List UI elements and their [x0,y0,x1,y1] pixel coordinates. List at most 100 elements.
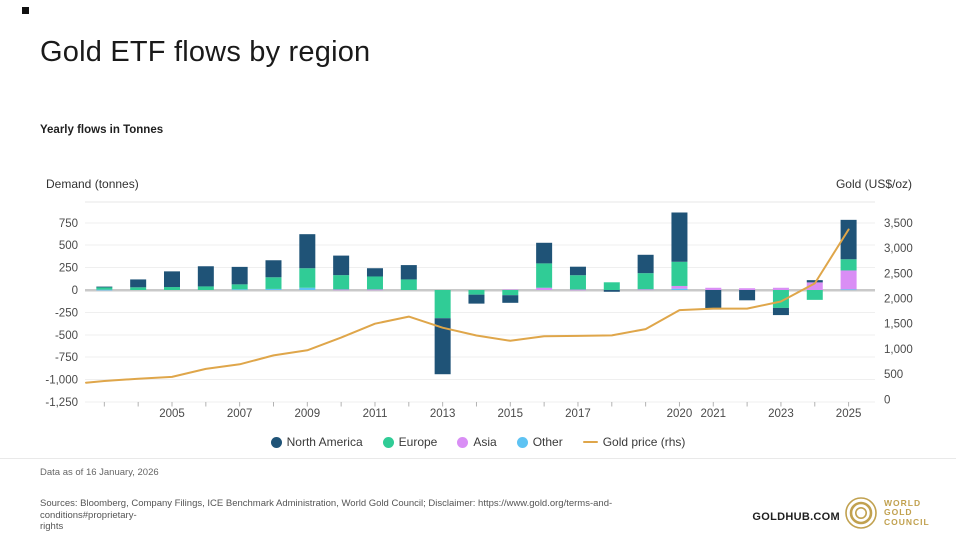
svg-text:500: 500 [59,240,78,252]
svg-text:2009: 2009 [295,408,321,420]
bar-segment-asia-2015 [502,289,519,291]
bar-segment-asia-2020 [671,285,688,289]
bar-segment-north-america-2015 [502,295,519,303]
bar-segment-asia-2017 [569,289,586,291]
legend-label: North America [286,435,363,449]
bar-segment-north-america-2022 [739,290,756,301]
bar-segment-north-america-2018 [603,290,620,292]
bar-segment-europe-2006 [197,286,214,290]
legend-item-gold-price: Gold price (rhs) [582,435,686,449]
bar-segment-north-america-2007 [231,266,248,285]
page-title: Gold ETF flows by region [40,36,371,68]
bar-segment-north-america-2025 [840,219,857,260]
bar-segment-europe-2011 [366,276,383,290]
svg-text:-750: -750 [55,352,78,364]
legend-dot-icon [457,436,469,448]
bar-segment-north-america-2016 [536,242,553,264]
bar-segment-north-america-2009 [299,234,316,269]
sources-text: Sources: Bloomberg, Company Filings, ICE… [40,498,700,533]
svg-text:-250: -250 [55,307,78,319]
bar-segment-north-america-2004 [130,279,147,288]
bar-segment-other-2009 [299,287,316,290]
bar-segment-europe-2023 [772,290,789,308]
goldhub-label: GOLDHUB.COM [752,511,840,523]
legend-label: Gold price (rhs) [602,435,686,449]
svg-text:1,500: 1,500 [884,319,913,331]
bar-segment-other-2025 [840,289,857,291]
bar-segment-north-america-2020 [671,212,688,262]
legend-label: Europe [398,435,438,449]
bar-segment-europe-2025 [840,259,857,271]
bar-segment-asia-2024 [806,282,823,290]
svg-text:2023: 2023 [768,408,794,420]
bar-segment-north-america-2013 [434,318,451,375]
bar-segment-north-america-2024 [806,280,823,283]
bar-segment-europe-2013 [434,290,451,319]
bar-segment-europe-2018 [603,282,620,290]
svg-text:0: 0 [72,285,78,297]
bar-segment-europe-2014 [468,290,485,295]
bar-segment-asia-2019 [637,289,654,291]
bar-segment-europe-2005 [164,287,180,290]
legend-dot-icon [270,436,282,448]
bar-segment-north-america-2014 [468,294,485,304]
data-as-of-note: Data as of 16 January, 2026 [40,467,159,478]
svg-text:2,500: 2,500 [884,268,913,280]
bar-segment-north-america-2003 [96,286,113,288]
bar-segment-other-2020 [671,288,688,290]
bar-segment-other-2008 [265,288,282,290]
svg-text:2021: 2021 [700,408,726,420]
wgc-wordmark: WORLD GOLD COUNCIL [884,497,930,527]
svg-text:0: 0 [884,394,890,406]
bar-segment-north-america-2019 [637,254,654,274]
bar-segment-asia-2023 [772,287,789,290]
bar-segment-north-america-2017 [569,266,586,276]
chart-legend: North America Europe Asia Other Gold price (… [0,435,956,449]
bar-segment-europe-2015 [502,290,519,296]
bar-segment-north-america-2005 [164,271,180,288]
wgc-rings-icon [845,497,877,529]
legend-dot-icon [516,436,528,448]
bar-segment-asia-2021 [705,287,722,290]
legend-line-icon [582,440,598,444]
etf-flows-chart: 750 500 250 0 -250 -500 -750 -1,000 -1,250 3,500 3… [45,201,913,420]
bar-segment-europe-2004 [130,287,147,290]
bar-segment-other-2007 [231,289,248,291]
bar-segment-europe-2019 [637,273,654,290]
bar-segment-north-america-2021 [705,290,722,310]
svg-text:-1,250: -1,250 [45,397,78,409]
legend-item-other: Other [516,435,563,449]
bar-segment-europe-2010 [333,275,350,290]
svg-text:2007: 2007 [227,408,253,420]
bar-segment-asia-2011 [366,289,383,291]
svg-text:2017: 2017 [565,408,591,420]
svg-text:750: 750 [59,218,78,230]
bar-segment-europe-2007 [231,284,248,290]
bar-segment-asia-2022 [739,288,756,290]
gold-price-line [85,228,850,384]
bar-segment-north-america-2023 [772,307,789,316]
left-axis-title: Demand (tonnes) [46,177,139,191]
bar-segment-asia-2010 [333,289,350,291]
svg-text:2015: 2015 [498,408,524,420]
svg-text:2011: 2011 [363,408,388,420]
svg-text:2,000: 2,000 [884,294,913,306]
svg-text:-1,000: -1,000 [45,375,78,387]
bar-segment-north-america-2008 [265,260,282,278]
svg-text:2020: 2020 [667,408,693,420]
legend-label: Asia [473,435,497,449]
legend-item-europe: Europe [382,435,438,449]
svg-text:2005: 2005 [159,408,185,420]
svg-text:3,000: 3,000 [884,243,913,255]
svg-text:250: 250 [59,263,78,275]
bar-segment-asia-2016 [536,287,553,290]
legend-dot-icon [382,436,394,448]
chart-subtitle: Yearly flows in Tonnes [40,124,164,136]
svg-text:1,000: 1,000 [884,344,913,356]
sources-line1: Sources: Bloomberg, Company Filings, ICE… [40,498,613,521]
svg-text:2013: 2013 [430,408,456,420]
right-axis-title: Gold (US$/oz) [835,177,912,191]
bar-segment-other-2003 [96,289,113,291]
bar-segment-north-america-2010 [333,255,350,276]
